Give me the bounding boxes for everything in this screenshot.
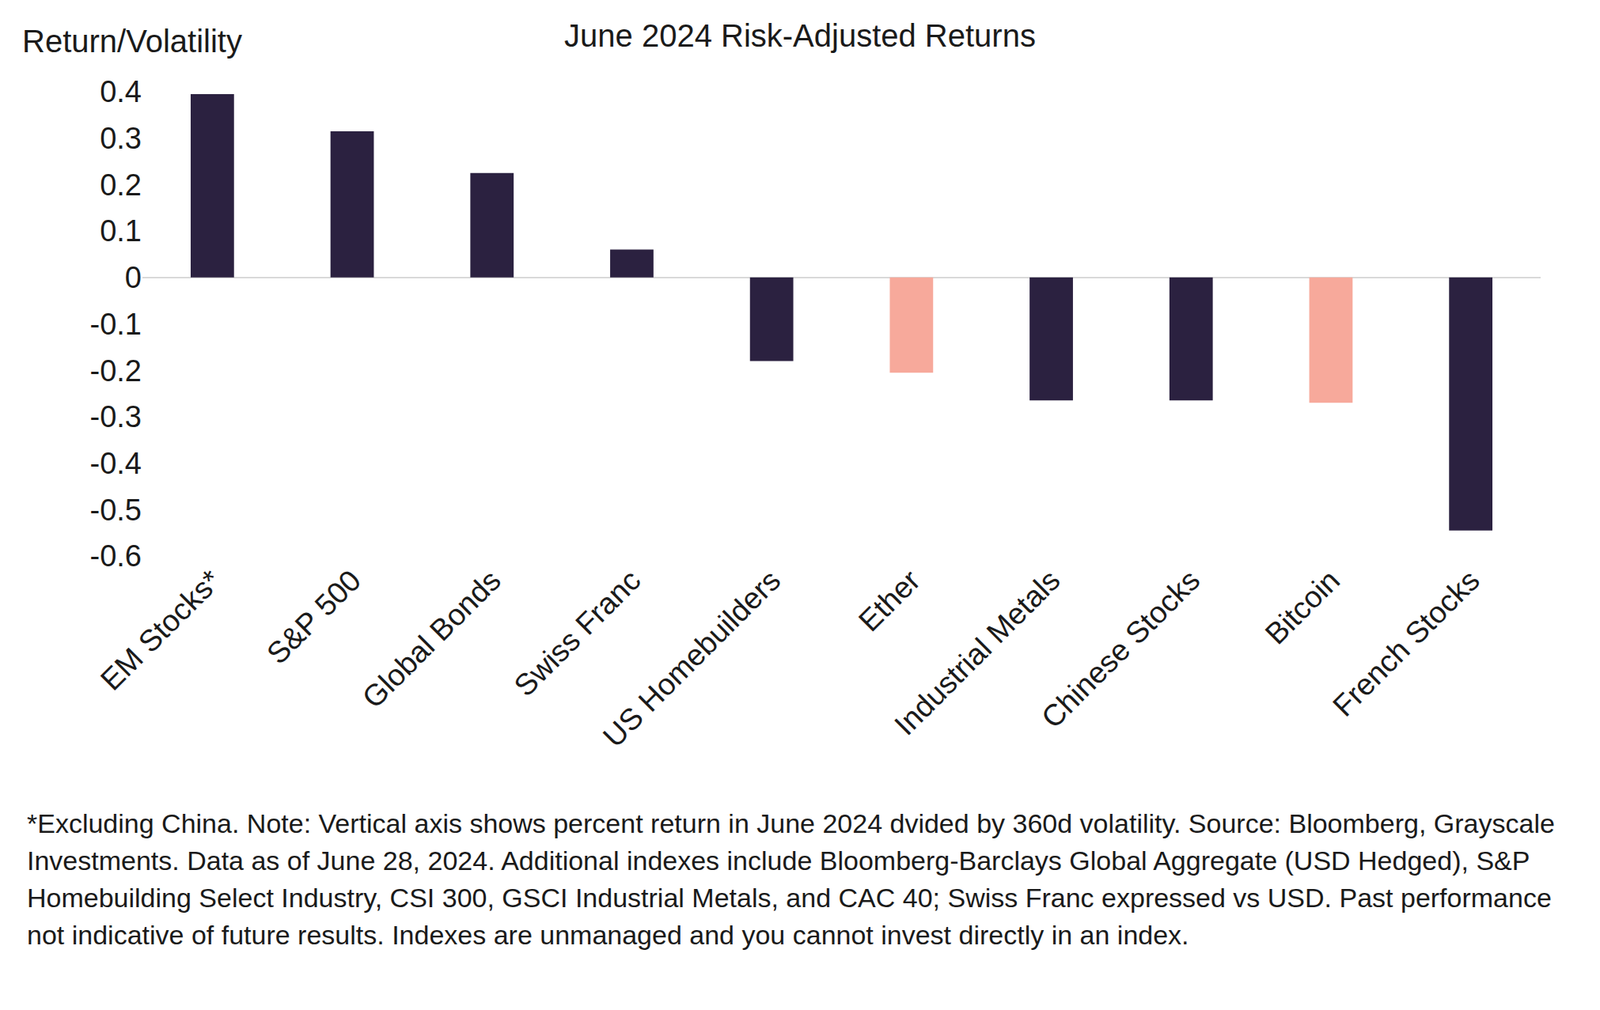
svg-text:0.4: 0.4	[99, 75, 142, 109]
svg-text:Chinese Stocks: Chinese Stocks	[1035, 563, 1206, 735]
svg-text:S&P 500: S&P 500	[260, 563, 368, 671]
svg-text:US Homebuilders: US Homebuilders	[596, 563, 787, 754]
svg-text:0: 0	[125, 261, 142, 295]
svg-text:Return/Volatility: Return/Volatility	[22, 23, 243, 59]
svg-text:Ether: Ether	[852, 563, 927, 638]
html-text:*Excluding China. Note: Vertic: *Excluding China. Note: Vertical axis sh…	[26, 808, 1555, 951]
svg-text:0.2: 0.2	[99, 168, 142, 202]
svg-text:French Stocks: French Stocks	[1326, 563, 1486, 723]
svg-text:-0.2: -0.2	[90, 354, 142, 388]
svg-text:June 2024 Risk-Adjusted Return: June 2024 Risk-Adjusted Returns	[564, 18, 1036, 54]
svg-text:-0.6: -0.6	[90, 539, 142, 573]
svg-text:Bitcoin: Bitcoin	[1258, 563, 1346, 651]
svg-text:0.1: 0.1	[99, 214, 142, 248]
svg-text:-0.4: -0.4	[90, 447, 142, 481]
svg-text:-0.1: -0.1	[90, 307, 142, 342]
svg-text:Swiss Franc: Swiss Franc	[508, 563, 648, 703]
svg-text:EM Stocks*: EM Stocks*	[94, 563, 228, 698]
svg-text:-0.3: -0.3	[90, 400, 142, 434]
svg-text:Industrial Metals: Industrial Metals	[887, 563, 1066, 742]
svg-text:-0.5: -0.5	[90, 493, 142, 528]
svg-text:0.3: 0.3	[99, 121, 142, 156]
svg-text:Global Bonds: Global Bonds	[356, 563, 508, 715]
